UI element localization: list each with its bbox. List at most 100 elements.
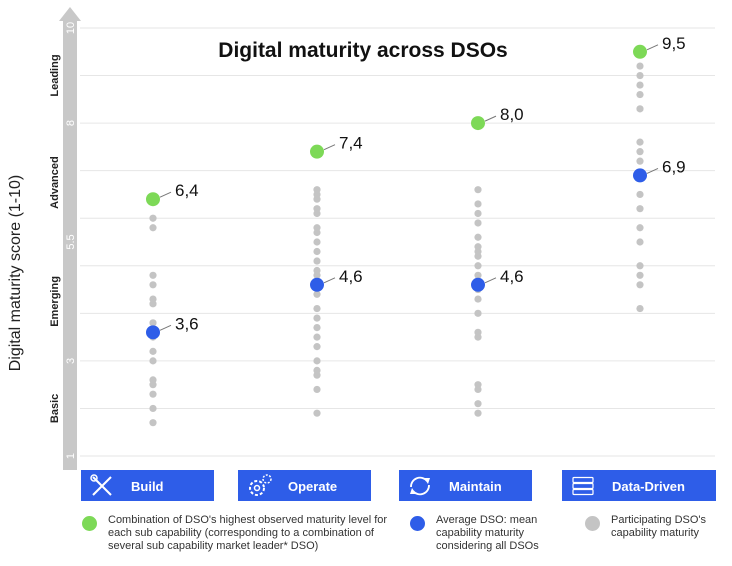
participant-dot xyxy=(636,105,644,113)
participant-dot xyxy=(474,295,482,303)
y-band-label: Advanced xyxy=(49,156,61,209)
category-build: Build xyxy=(81,470,214,501)
participant-dot xyxy=(636,148,644,156)
server-icon-part xyxy=(572,488,594,496)
best-leader-line xyxy=(159,191,172,198)
participant-dot xyxy=(313,209,321,218)
participant-dot xyxy=(474,233,482,241)
category-operate: Operate xyxy=(238,470,371,501)
participant-dot xyxy=(636,281,644,289)
participant-dot xyxy=(149,419,157,427)
participant-dot xyxy=(474,309,482,317)
category-label: Build xyxy=(131,479,164,494)
participant-dot xyxy=(313,314,321,322)
participant-dot xyxy=(636,224,644,232)
legend-text-average: Average DSO: mean capability maturity co… xyxy=(436,514,539,552)
participant-dot xyxy=(474,209,482,218)
average-data-label: 4,6 xyxy=(500,267,524,286)
gears-icon-part xyxy=(262,474,272,484)
participant-dot xyxy=(149,347,157,355)
participant-dot xyxy=(313,257,321,265)
legend-text-best: Combination of DSO's highest observed ma… xyxy=(108,514,388,552)
participant-dot xyxy=(149,300,157,308)
grid-lines xyxy=(80,27,715,457)
y-band-label: Leading xyxy=(49,54,61,96)
tools-icon-part xyxy=(92,476,112,496)
gears-icon xyxy=(249,474,272,496)
best-data-label: 6,4 xyxy=(175,181,199,200)
participant-dot xyxy=(149,390,157,398)
y-axis-label: Digital maturity score (1-10) xyxy=(7,175,24,372)
y-axis-arrow xyxy=(59,7,81,21)
average-data-label: 6,9 xyxy=(662,157,686,176)
average-dot xyxy=(310,277,324,292)
y-bands: Leading Advanced Emerging Basic xyxy=(49,54,61,423)
participating-dots xyxy=(149,62,644,427)
y-tick-label: 3 xyxy=(65,358,77,364)
tools-icon xyxy=(90,474,112,496)
participant-dot xyxy=(149,271,157,279)
average-leader-line xyxy=(323,277,336,284)
average-leader-line xyxy=(646,167,659,174)
gears-icon-part xyxy=(253,484,261,492)
participant-dot xyxy=(313,228,321,237)
participant-dot xyxy=(636,205,644,213)
participant-dot xyxy=(313,271,321,279)
average-leader-line xyxy=(484,277,497,284)
average-data-label: 4,6 xyxy=(339,267,363,286)
legend-swatch-blue xyxy=(410,516,425,531)
y-tick-label: 1 xyxy=(65,453,77,459)
best-dot xyxy=(471,116,485,131)
participant-dot xyxy=(313,238,321,246)
category-label: Maintain xyxy=(449,479,502,494)
participant-dot xyxy=(313,247,321,256)
participant-dot xyxy=(313,304,321,313)
participant-dot xyxy=(474,262,482,270)
participant-dot xyxy=(313,290,321,298)
y-axis-bar xyxy=(63,18,77,470)
participant-dot xyxy=(474,333,482,341)
category-maintain: Maintain xyxy=(399,470,532,501)
participant-dot xyxy=(474,200,482,208)
refresh-icon-part xyxy=(424,478,430,484)
participant-dot xyxy=(636,71,644,80)
participant-dot xyxy=(149,319,157,327)
category-data-driven: Data-Driven xyxy=(562,470,716,501)
participant-dot xyxy=(636,190,644,199)
best-dot xyxy=(633,44,647,59)
participant-dot xyxy=(636,262,644,270)
category-bar: Build Operate Maintain Data-Driven xyxy=(81,470,716,501)
tools-icon-part xyxy=(90,474,98,482)
category-box xyxy=(562,470,716,501)
server-icon xyxy=(572,476,594,496)
server-icon-part xyxy=(572,482,594,490)
category-label: Data-Driven xyxy=(612,479,685,494)
highlight-dots: 6,4 7,4 8,0 9,5 3,6 4,6 4,6 6,9 xyxy=(146,34,686,340)
y-tick-label: 10 xyxy=(65,22,77,34)
participant-dot xyxy=(313,409,321,417)
server-icon-part xyxy=(572,476,594,484)
participant-dot xyxy=(149,404,157,413)
y-axis: 10 8 5.5 3 1 xyxy=(59,7,81,470)
best-leader-line xyxy=(323,144,336,151)
category-label: Operate xyxy=(288,479,337,494)
category-box xyxy=(399,470,532,501)
participant-dot xyxy=(474,385,482,394)
best-leader-line xyxy=(646,44,659,51)
participant-dot xyxy=(636,157,644,165)
legend-text-participating: Participating DSO's capability maturity xyxy=(611,514,707,539)
participant-dot xyxy=(474,219,482,227)
participant-dot xyxy=(313,371,321,379)
participant-dot xyxy=(313,385,321,394)
legend-swatch-green xyxy=(82,516,97,531)
y-tick-label: 5.5 xyxy=(65,234,77,249)
best-data-label: 8,0 xyxy=(500,105,524,124)
legend-swatch-grey xyxy=(585,516,600,531)
average-data-label: 3,6 xyxy=(175,314,199,333)
average-leader-line xyxy=(159,324,172,331)
category-box xyxy=(238,470,371,501)
participant-dot xyxy=(636,271,644,279)
best-dot xyxy=(146,192,160,207)
